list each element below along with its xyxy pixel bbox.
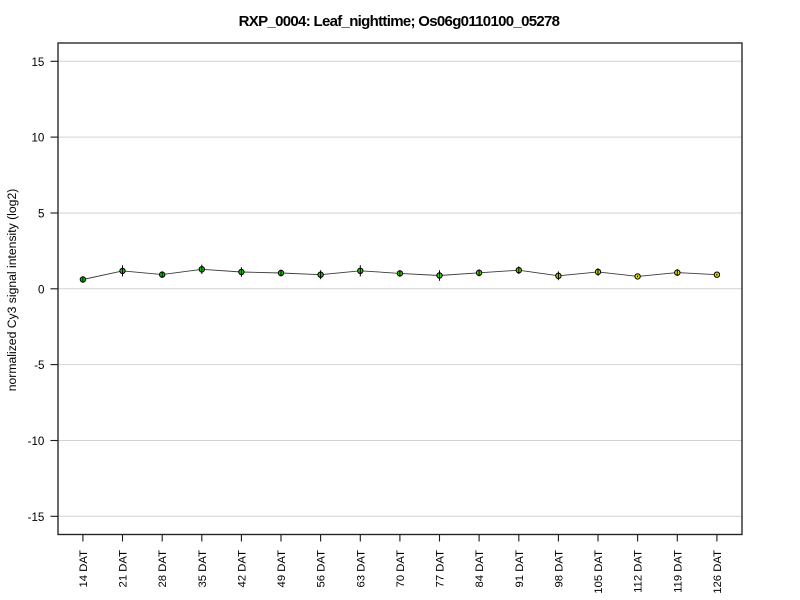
svg-text:normalized Cy3 signal intensit: normalized Cy3 signal intensity (log2) [5, 189, 19, 392]
svg-text:56 DAT: 56 DAT [316, 550, 328, 588]
svg-text:98 DAT: 98 DAT [553, 550, 565, 588]
svg-text:-15: -15 [28, 511, 45, 524]
svg-text:21 DAT: 21 DAT [118, 550, 130, 588]
svg-text:0: 0 [38, 283, 44, 296]
svg-text:84 DAT: 84 DAT [474, 550, 486, 588]
svg-text:10: 10 [31, 132, 44, 145]
svg-text:-5: -5 [34, 359, 44, 372]
svg-text:15: 15 [31, 56, 44, 69]
svg-text:119 DAT: 119 DAT [672, 550, 684, 593]
svg-text:70 DAT: 70 DAT [395, 550, 407, 588]
svg-text:28 DAT: 28 DAT [157, 550, 169, 588]
svg-text:14 DAT: 14 DAT [78, 550, 90, 588]
svg-text:126 DAT: 126 DAT [712, 550, 724, 594]
svg-text:42 DAT: 42 DAT [236, 550, 248, 588]
svg-text:49 DAT: 49 DAT [276, 550, 288, 588]
svg-text:112 DAT: 112 DAT [633, 550, 645, 593]
svg-text:-10: -10 [28, 435, 45, 448]
svg-text:5: 5 [38, 208, 44, 221]
svg-text:35 DAT: 35 DAT [197, 550, 209, 588]
svg-text:77 DAT: 77 DAT [435, 550, 447, 588]
svg-text:105 DAT: 105 DAT [593, 550, 605, 594]
svg-text:63 DAT: 63 DAT [355, 550, 367, 588]
svg-text:91 DAT: 91 DAT [514, 550, 526, 588]
svg-text:RXP_0004: Leaf_nighttime; Os06: RXP_0004: Leaf_nighttime; Os06g0110100_0… [239, 13, 560, 30]
